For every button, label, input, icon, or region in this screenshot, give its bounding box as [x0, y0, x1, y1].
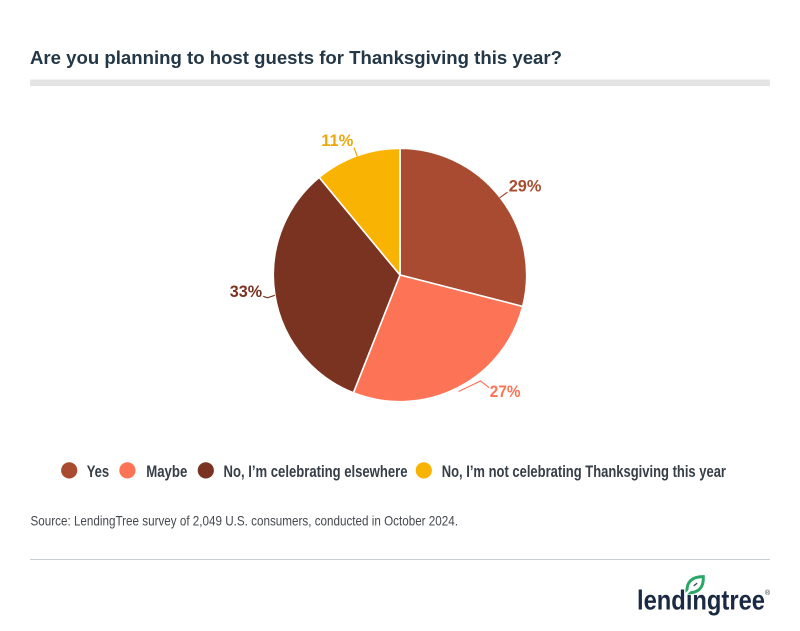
svg-text:®: ® [765, 589, 771, 597]
svg-text:Are you planning to host guest: Are you planning to host guests for Than… [30, 47, 562, 68]
svg-text:11%: 11% [321, 131, 353, 150]
svg-text:27%: 27% [490, 382, 521, 401]
svg-text:Maybe: Maybe [146, 462, 187, 481]
svg-text:29%: 29% [509, 177, 542, 196]
svg-text:Source: LendingTree survey of: Source: LendingTree survey of 2,049 U.S.… [31, 513, 459, 529]
svg-text:Yes: Yes [87, 462, 110, 481]
svg-text:33%: 33% [230, 282, 262, 301]
svg-text:No, I’m not celebrating Thanks: No, I’m not celebrating Thanksgiving thi… [442, 462, 727, 481]
svg-text:No, I’m celebrating elsewhere: No, I’m celebrating elsewhere [224, 462, 408, 481]
